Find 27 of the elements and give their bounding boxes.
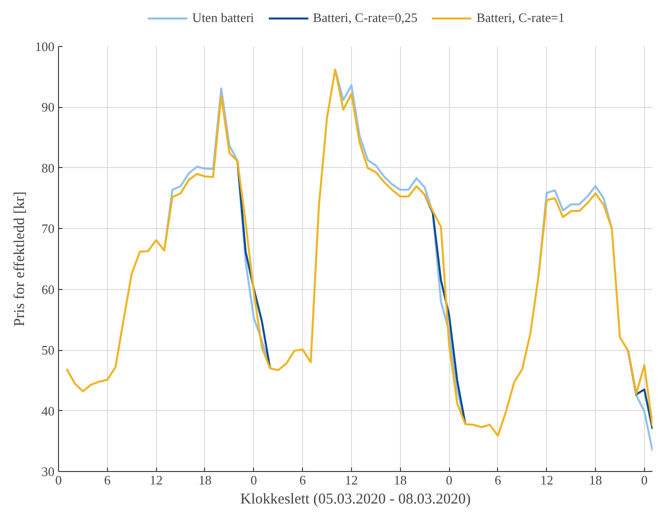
x-tick-label: 18 bbox=[394, 472, 407, 488]
legend-label: Uten batteri bbox=[192, 10, 254, 26]
y-tick-label: 70 bbox=[42, 221, 54, 236]
x-tick-label: 0 bbox=[55, 472, 62, 488]
x-tick-label: 6 bbox=[299, 472, 306, 488]
y-tick-label: 50 bbox=[42, 342, 54, 358]
x-tick-label: 0 bbox=[250, 472, 258, 488]
x-tick-label: 6 bbox=[104, 472, 112, 488]
x-tick-label: 0 bbox=[446, 472, 452, 488]
y-tick-label: 60 bbox=[42, 282, 54, 297]
line-series bbox=[66, 68, 652, 437]
legend-label: Batteri, C-rate=1 bbox=[476, 10, 565, 26]
y-tick-label: 80 bbox=[42, 160, 54, 176]
x-axis-title: Klokkeslett (05.03.2020 - 08.03.2020) bbox=[240, 492, 471, 508]
y-tick-label: 100 bbox=[35, 39, 54, 54]
legend-label: Batteri, C-rate=0,25 bbox=[313, 10, 418, 26]
x-tick-label: 0 bbox=[641, 472, 648, 488]
y-tick-label: 30 bbox=[42, 464, 54, 479]
x-tick-label: 12 bbox=[540, 472, 554, 488]
x-tick-label: 18 bbox=[589, 472, 602, 488]
x-tick-label: 12 bbox=[150, 472, 163, 488]
y-tick-label: 90 bbox=[42, 100, 54, 115]
y-axis-title: Pris for effektledd [kr] bbox=[12, 191, 28, 327]
x-tick-label: 12 bbox=[344, 472, 358, 488]
x-tick-label: 6 bbox=[494, 472, 502, 488]
y-tick-label: 40 bbox=[42, 403, 54, 418]
x-tick-label: 18 bbox=[198, 472, 212, 488]
